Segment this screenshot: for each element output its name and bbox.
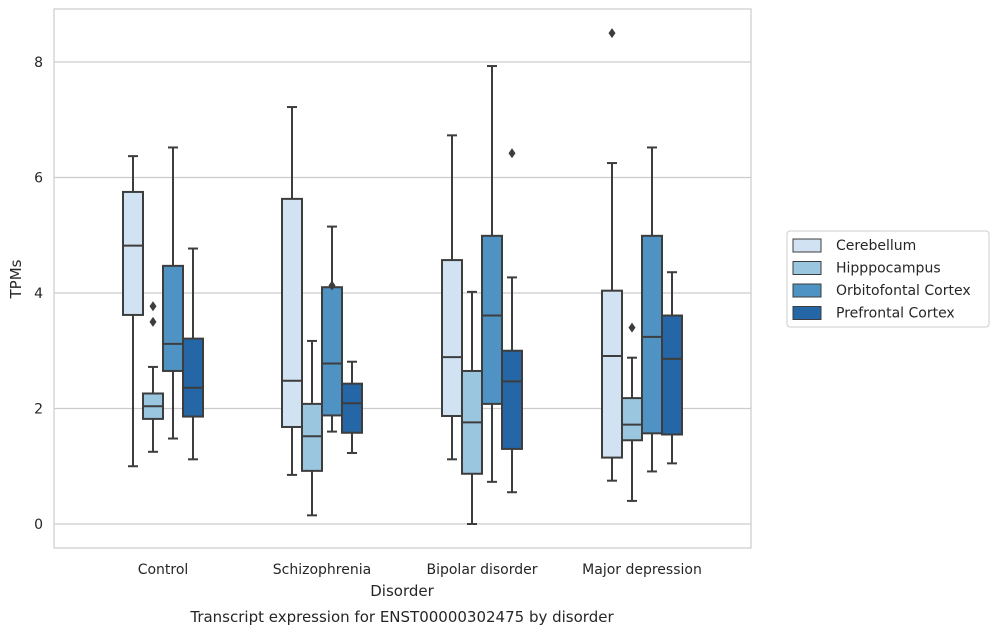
outlier-point	[149, 301, 157, 312]
box-prefrontal-cortex	[341, 360, 363, 454]
box-iqr	[162, 264, 184, 372]
box-cerebellum	[281, 106, 303, 476]
box-iqr	[321, 286, 343, 417]
y-tick-label: 8	[34, 55, 43, 71]
x-axis-label: Disorder	[370, 582, 434, 600]
box-hipppocampus	[142, 301, 164, 453]
box-prefrontal-cortex	[661, 271, 683, 465]
box-iqr	[501, 349, 523, 450]
box-iqr	[641, 234, 663, 435]
y-ticks: 0 2 4 6 8	[34, 55, 43, 533]
chart-caption: Transcript expression for ENST0000030247…	[189, 608, 614, 626]
box-orbitofontal-cortex	[481, 65, 503, 483]
y-axis-label: TPMs	[7, 259, 25, 299]
boxes	[122, 28, 683, 525]
legend-label: Prefrontal Cortex	[836, 306, 955, 322]
box-hipppocampus	[461, 290, 483, 525]
box-hipppocampus	[621, 322, 643, 502]
box-prefrontal-cortex	[501, 148, 523, 494]
legend-label: Cerebellum	[836, 238, 916, 254]
box-iqr	[621, 397, 643, 442]
legend-swatch	[792, 283, 822, 298]
box-orbitofontal-cortex	[321, 225, 343, 433]
box-cerebellum	[601, 28, 623, 482]
box-iqr	[481, 234, 503, 405]
y-tick-label: 0	[34, 517, 43, 533]
legend-swatch	[792, 238, 822, 253]
outlier-point	[328, 280, 336, 291]
legend-swatch	[792, 261, 822, 275]
outlier-point	[608, 28, 616, 39]
box-iqr	[441, 259, 463, 418]
box-hipppocampus	[301, 339, 323, 517]
y-tick-label: 4	[34, 286, 43, 302]
box-iqr	[341, 382, 363, 434]
legend-frame	[786, 230, 990, 328]
box-iqr	[601, 289, 623, 459]
box-cerebellum	[122, 155, 144, 468]
box-cerebellum	[441, 134, 463, 461]
box-prefrontal-cortex	[182, 247, 204, 461]
box-iqr	[182, 337, 204, 418]
legend-label: Hipppocampus	[836, 261, 941, 277]
box-iqr	[122, 190, 144, 316]
outlier-point	[628, 322, 636, 333]
x-tick-label: Control	[138, 562, 189, 578]
x-ticks: Control Schizophrenia Bipolar disorder Majo…	[138, 562, 702, 578]
box-orbitofontal-cortex	[162, 146, 184, 440]
box-iqr	[661, 314, 683, 436]
x-tick-label: Major depression	[582, 562, 702, 578]
y-tick-label: 2	[34, 402, 43, 418]
legend-swatch	[792, 306, 822, 320]
outlier-point	[149, 316, 157, 327]
x-tick-label: Schizophrenia	[273, 562, 371, 578]
x-tick-label: Bipolar disorder	[426, 562, 537, 578]
legend: Cerebellum Hipppocampus Orbitofontal Corte…	[786, 230, 990, 328]
legend-label: Orbitofontal Cortex	[836, 283, 971, 299]
box-iqr	[281, 197, 303, 428]
outlier-point	[508, 148, 516, 159]
y-tick-label: 6	[34, 171, 43, 187]
box-iqr	[301, 402, 323, 472]
